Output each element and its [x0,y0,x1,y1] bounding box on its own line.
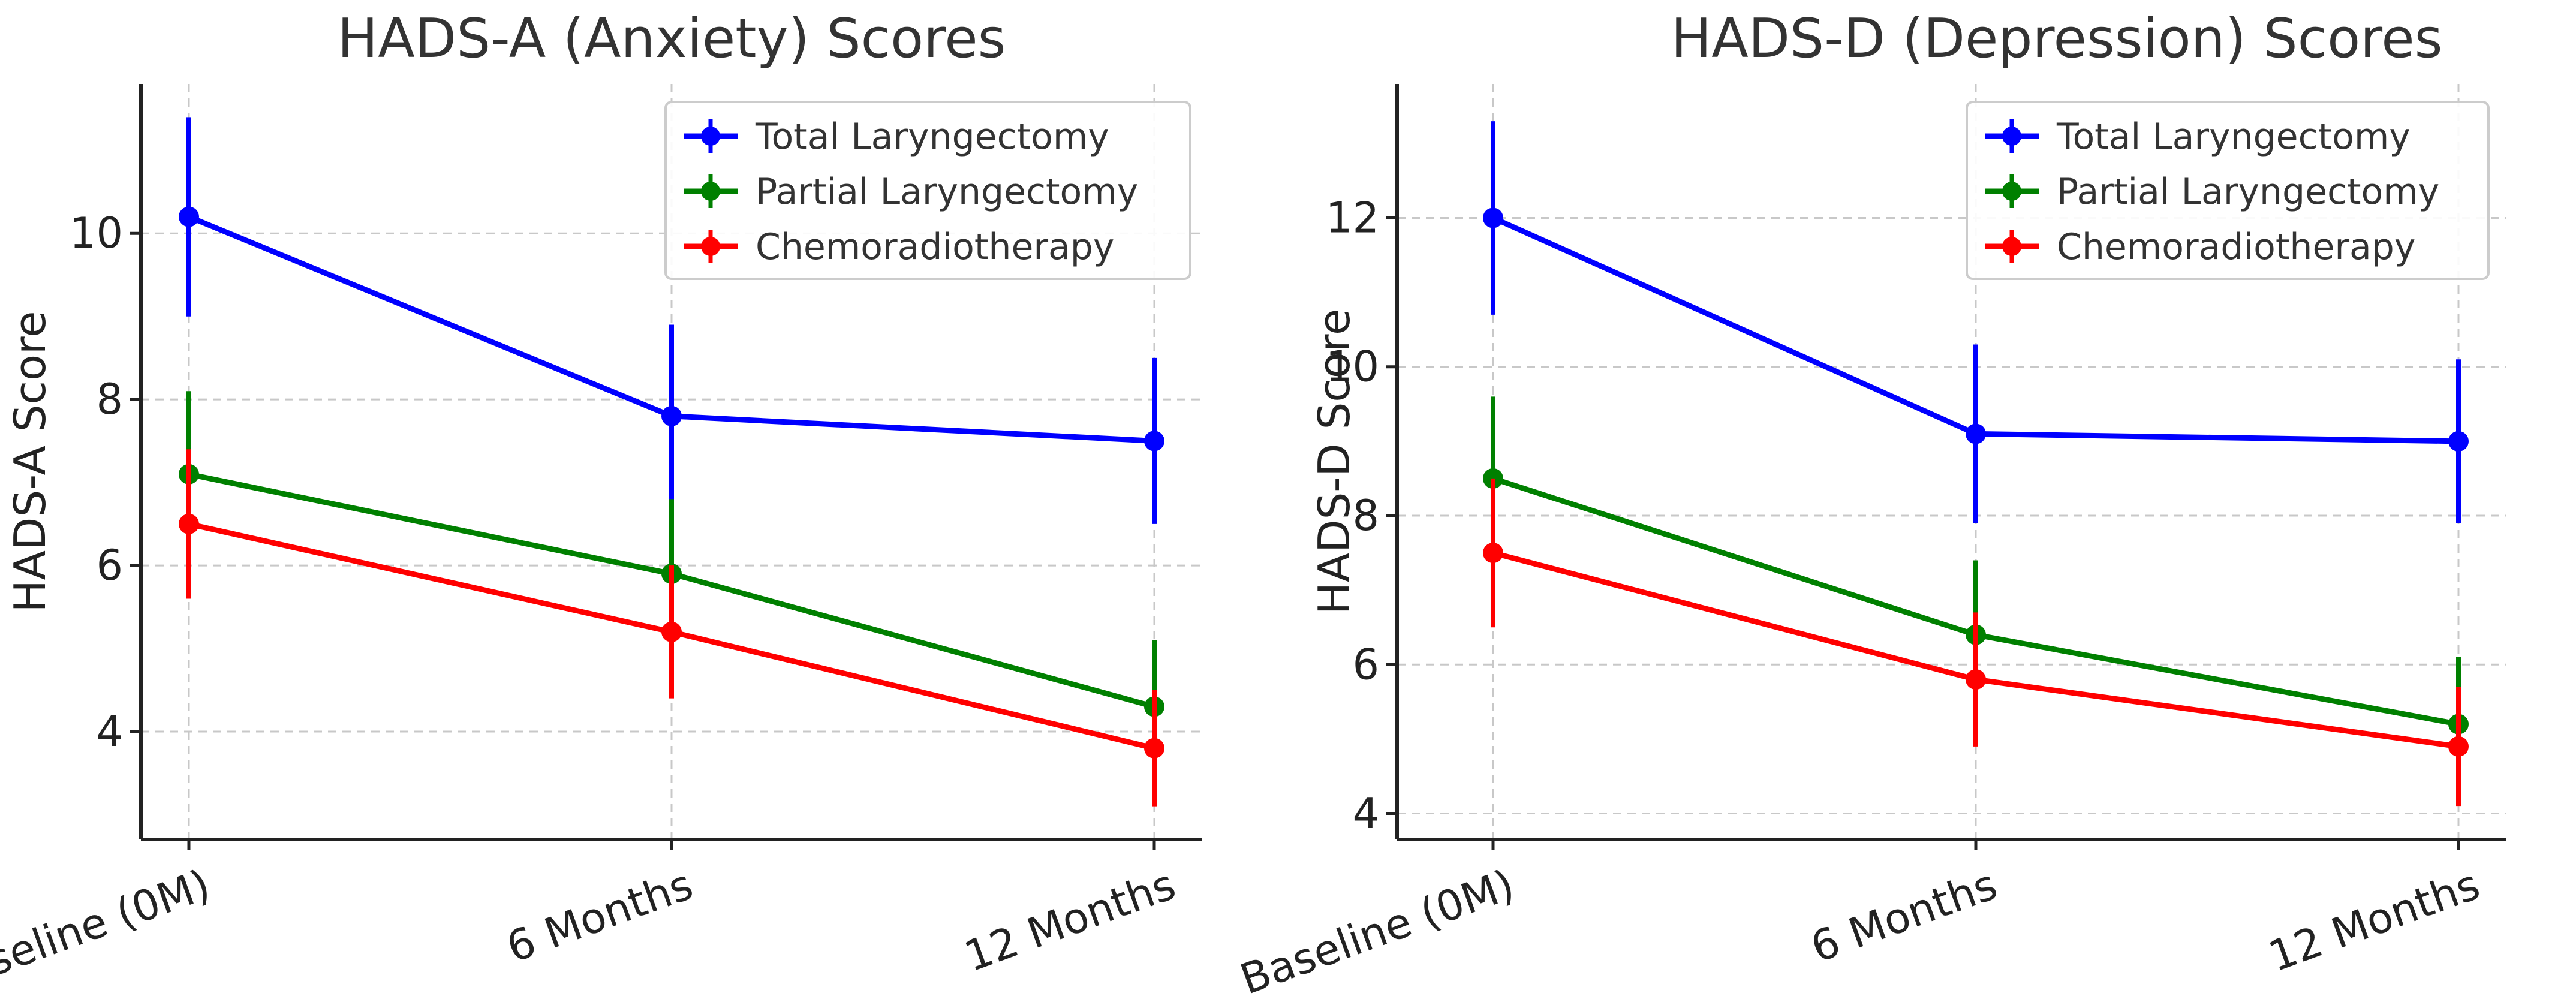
legend-marker [701,127,720,146]
x-tick-label: Baseline (0M) [1234,860,1521,1002]
data-point [1966,669,1986,690]
series-chemoradiotherapy [1483,478,2469,807]
series-chemoradiotherapy [179,449,1164,807]
legend: Total Laryngectomy Partial Laryngectomy Ch… [1966,101,2490,280]
legend: Total Laryngectomy Partial Laryngectomy Ch… [664,101,1191,280]
series-total-laryngectomy [179,117,1164,524]
legend-label: Total Laryngectomy [2056,116,2411,158]
legend-marker [2002,127,2021,146]
y-axis-label: HADS-A Score [5,311,55,613]
y-tick-label: 10 [1326,342,1379,392]
data-point [179,206,199,227]
data-point [1483,207,1503,228]
data-point [661,405,682,426]
chart-title: HADS-D (Depression) Scores [1671,7,2443,70]
legend-marker [701,182,720,201]
chart-title: HADS-A (Anxiety) Scores [338,7,1006,70]
data-point [179,513,199,534]
legend-label: Partial Laryngectomy [756,171,1138,213]
data-point [1966,423,1986,444]
legend-label: Partial Laryngectomy [2057,171,2439,213]
x-tick-label: 6 Months [1805,860,2003,972]
data-point [1144,431,1164,452]
legend-marker [701,237,720,256]
y-tick-label: 8 [96,375,123,424]
y-tick-label: 6 [1352,640,1379,689]
y-tick-label: 12 [1326,193,1379,242]
legend-label: Chemoradiotherapy [756,226,1114,268]
chart-panel-1: 4 6 8 10 Baseline (0M) 6 Months 12 Months HADS-… [0,7,1202,1002]
y-tick-label: 8 [1352,491,1379,540]
y-tick-label: 10 [70,209,123,258]
data-point [661,621,682,642]
legend-box [1966,101,2490,280]
legend-label: Chemoradiotherapy [2057,226,2415,268]
x-tick-label: 6 Months [501,860,699,972]
y-tick-label: 4 [96,707,123,756]
data-point [1483,543,1503,564]
legend-box [664,101,1191,280]
x-tick-label: Baseline (0M) [0,860,216,1002]
x-tick-label: 12 Months [958,860,1182,982]
y-tick-label: 4 [1352,789,1379,838]
legend-label: Total Laryngectomy [755,116,1109,158]
x-tick-label: 12 Months [2262,860,2486,982]
y-axis-label: HADS-D Score [1309,309,1359,615]
y-tick-label: 6 [96,541,123,590]
legend-marker [2002,237,2021,256]
data-point [2448,431,2469,452]
data-point [2448,736,2469,757]
series-total-laryngectomy [1483,121,2469,523]
data-point [1144,738,1164,759]
legend-marker [2002,182,2021,201]
chart-panel-2: 4 6 8 10 12 Baseline (0M) 6 Months 12 Months HAD… [1234,7,2506,1002]
